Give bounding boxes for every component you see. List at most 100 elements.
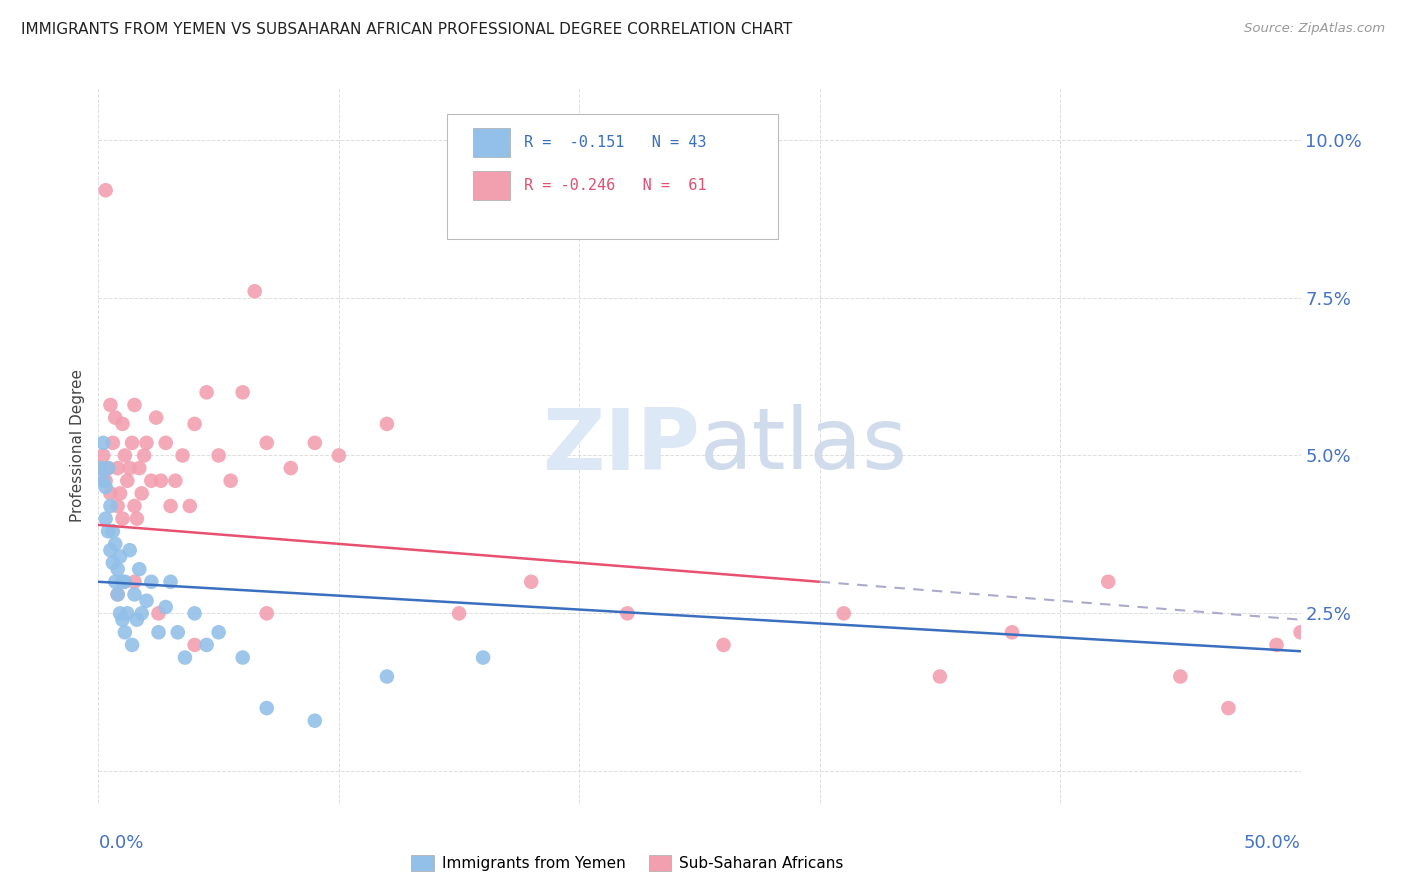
Point xyxy=(114,625,136,640)
Point xyxy=(165,474,187,488)
Point xyxy=(195,385,218,400)
Point xyxy=(101,435,124,450)
Point xyxy=(832,607,855,621)
Point xyxy=(108,549,131,564)
Point xyxy=(1289,625,1312,640)
Point xyxy=(114,574,136,589)
Point xyxy=(124,499,146,513)
Point xyxy=(107,461,129,475)
Point xyxy=(148,625,170,640)
Point xyxy=(208,625,231,640)
Point xyxy=(520,574,543,589)
Point xyxy=(121,435,143,450)
Bar xyxy=(474,171,509,200)
Point xyxy=(135,435,157,450)
Point xyxy=(256,435,278,450)
Point xyxy=(132,449,155,463)
Point xyxy=(100,486,122,500)
Point xyxy=(101,556,124,570)
Point xyxy=(131,607,153,621)
Point xyxy=(141,474,163,488)
Point xyxy=(107,587,129,601)
FancyBboxPatch shape xyxy=(447,114,778,239)
Point xyxy=(1097,574,1119,589)
Text: ZIP: ZIP xyxy=(541,404,700,488)
Point xyxy=(91,449,114,463)
Point xyxy=(100,398,122,412)
Point xyxy=(97,461,120,475)
Point xyxy=(472,650,495,665)
Point xyxy=(107,587,129,601)
Point xyxy=(97,461,120,475)
Point xyxy=(172,449,194,463)
Text: R =  -0.151   N = 43: R = -0.151 N = 43 xyxy=(524,136,706,150)
Point xyxy=(375,417,398,431)
Point xyxy=(91,435,114,450)
Point xyxy=(117,474,139,488)
Point xyxy=(91,474,114,488)
Text: 50.0%: 50.0% xyxy=(1244,834,1301,852)
Point xyxy=(108,486,131,500)
Point xyxy=(1001,625,1024,640)
Point xyxy=(155,435,177,450)
Point xyxy=(101,524,124,539)
Point xyxy=(100,499,122,513)
Point xyxy=(94,480,117,494)
Point xyxy=(928,669,950,683)
Point xyxy=(616,607,638,621)
Point xyxy=(104,537,127,551)
Point xyxy=(94,474,117,488)
Point xyxy=(145,410,167,425)
Point xyxy=(375,669,398,683)
Point xyxy=(183,607,205,621)
Point xyxy=(111,417,134,431)
Point xyxy=(124,587,146,601)
Point xyxy=(243,285,266,299)
Point xyxy=(174,650,197,665)
Point xyxy=(90,461,112,475)
Point xyxy=(159,499,181,513)
Point xyxy=(232,650,254,665)
Point xyxy=(111,511,134,525)
Point xyxy=(118,543,141,558)
Legend: Immigrants from Yemen, Sub-Saharan Africans: Immigrants from Yemen, Sub-Saharan Afric… xyxy=(405,849,849,877)
Point xyxy=(94,183,117,197)
Point xyxy=(125,511,148,525)
Point xyxy=(1218,701,1240,715)
Point xyxy=(117,607,139,621)
Point xyxy=(219,474,242,488)
Point xyxy=(713,638,735,652)
Bar xyxy=(474,128,509,157)
Point xyxy=(125,613,148,627)
Text: 0.0%: 0.0% xyxy=(98,834,143,852)
Point xyxy=(1170,669,1192,683)
Point xyxy=(166,625,188,640)
Point xyxy=(280,461,302,475)
Point xyxy=(135,593,157,607)
Point xyxy=(128,461,150,475)
Point xyxy=(328,449,350,463)
Point xyxy=(208,449,231,463)
Point xyxy=(114,449,136,463)
Point xyxy=(128,562,150,576)
Point xyxy=(195,638,218,652)
Point xyxy=(256,607,278,621)
Point xyxy=(104,410,127,425)
Point xyxy=(104,574,127,589)
Point xyxy=(179,499,201,513)
Point xyxy=(447,607,470,621)
Text: atlas: atlas xyxy=(700,404,907,488)
Point xyxy=(94,511,117,525)
Point xyxy=(100,543,122,558)
Point xyxy=(148,607,170,621)
Point xyxy=(90,461,112,475)
Point xyxy=(183,638,205,652)
Text: IMMIGRANTS FROM YEMEN VS SUBSAHARAN AFRICAN PROFESSIONAL DEGREE CORRELATION CHAR: IMMIGRANTS FROM YEMEN VS SUBSAHARAN AFRI… xyxy=(21,22,793,37)
Point xyxy=(149,474,172,488)
Text: Source: ZipAtlas.com: Source: ZipAtlas.com xyxy=(1244,22,1385,36)
Point xyxy=(124,398,146,412)
Point xyxy=(107,562,129,576)
Point xyxy=(1265,638,1288,652)
Point xyxy=(97,524,120,539)
Point xyxy=(141,574,163,589)
